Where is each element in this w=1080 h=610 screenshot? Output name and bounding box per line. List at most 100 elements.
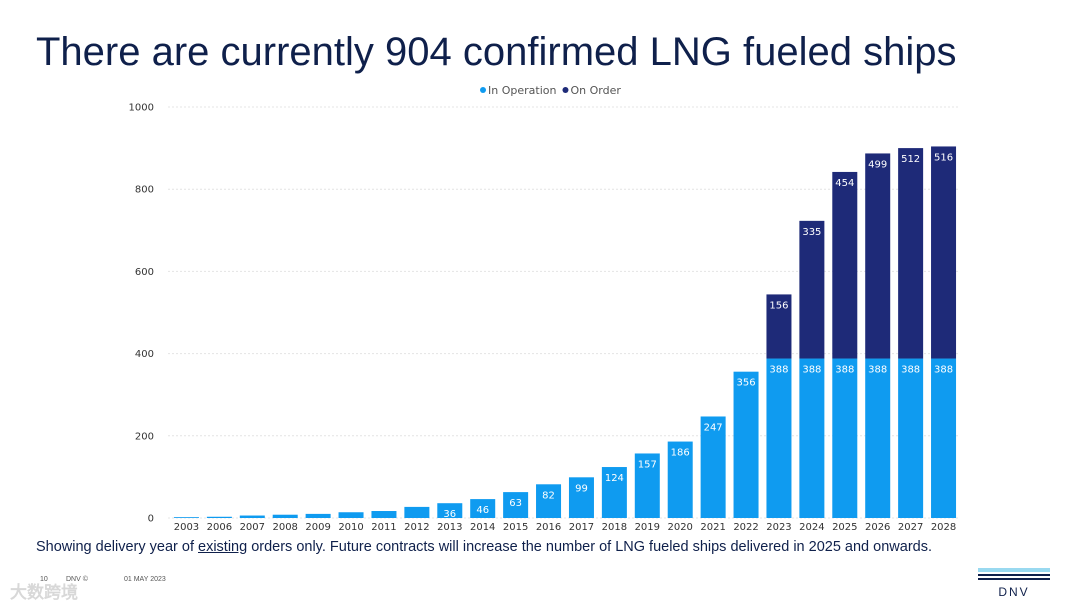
bar-value-label: 63 <box>509 498 522 509</box>
x-tick-label: 2011 <box>371 522 396 533</box>
caption-text-start: Showing delivery year of <box>36 539 198 555</box>
bar-in-operation-2028 <box>931 358 957 518</box>
x-tick-label: 2013 <box>437 522 462 533</box>
bar-in-operation-2012 <box>404 506 430 518</box>
legend-marker <box>480 87 486 93</box>
bar-in-operation-2022 <box>733 371 759 518</box>
bar-in-operation-2027 <box>898 358 924 518</box>
bar-value-label: 499 <box>868 159 887 170</box>
x-tick-label: 2010 <box>338 522 363 533</box>
bar-in-operation-2013 <box>437 503 463 518</box>
bar-on-order-2027 <box>898 148 924 359</box>
bar-in-operation-2011 <box>371 511 397 518</box>
bar-value-label: 512 <box>901 154 920 165</box>
x-tick-label: 2022 <box>733 522 758 533</box>
x-tick-label: 2018 <box>602 522 627 533</box>
x-tick-label: 2017 <box>569 522 594 533</box>
bar-value-label: 335 <box>802 227 821 238</box>
x-tick-label: 2023 <box>766 522 791 533</box>
bar-value-label: 516 <box>934 152 953 163</box>
watermark-logo: 大数跨境 <box>10 578 78 603</box>
bar-value-label: 36 <box>443 509 456 520</box>
bar-value-label: 82 <box>542 490 555 501</box>
y-tick-label: 1000 <box>129 103 154 114</box>
x-tick-label: 2025 <box>832 522 857 533</box>
watermark-text: 大数跨境 <box>10 583 78 603</box>
logo-stripe-dark <box>978 574 1050 576</box>
bar-in-operation-2008 <box>272 514 298 518</box>
bar-value-label: 124 <box>605 473 624 484</box>
bar-on-order-2023 <box>766 294 792 359</box>
bar-in-operation-2007 <box>239 515 265 518</box>
y-tick-label: 200 <box>135 431 154 442</box>
x-tick-label: 2014 <box>470 522 495 533</box>
x-tick-label: 2003 <box>174 522 199 533</box>
x-tick-label: 2008 <box>272 522 297 533</box>
y-tick-label: 600 <box>135 267 154 278</box>
y-tick-label: 400 <box>135 349 154 360</box>
x-axis: 2003 2006 2007 2008 2009 2010 2011 2012 2013 2014… <box>174 522 957 533</box>
bar-in-operation-2020 <box>667 441 693 518</box>
bar-value-label: 356 <box>736 378 755 389</box>
x-tick-label: 2024 <box>799 522 824 533</box>
legend-label: On Order <box>570 84 621 97</box>
bar-value-label: 46 <box>476 505 489 516</box>
footer-date: 01 MAY 2023 <box>124 576 166 583</box>
x-tick-label: 2007 <box>240 522 265 533</box>
bar-in-operation-2010 <box>338 512 364 518</box>
bar-value-label: 156 <box>769 300 788 311</box>
bar-value-label: 186 <box>671 448 690 459</box>
logo-stripe-light <box>978 568 1050 572</box>
bar-in-operation-2018 <box>601 467 627 518</box>
caption-text-end: orders only. Future contracts will incre… <box>247 539 932 555</box>
logo-text: DNV <box>998 585 1030 599</box>
bar-in-operation-2024 <box>799 358 825 518</box>
bar-in-operation-2023 <box>766 358 792 518</box>
bar-value-label: 388 <box>769 365 788 376</box>
chart-caption: Showing delivery year of existing orders… <box>36 539 932 555</box>
bar-value-label: 454 <box>835 178 854 189</box>
bar-in-operation-2017 <box>568 477 594 518</box>
x-tick-label: 2020 <box>667 522 692 533</box>
x-tick-label: 2027 <box>898 522 923 533</box>
bar-on-order-2024 <box>799 220 825 359</box>
x-tick-label: 2021 <box>700 522 725 533</box>
bar-in-operation-2009 <box>305 513 331 518</box>
legend-label: In Operation <box>488 84 556 97</box>
dnv-logo: DNV <box>978 566 1052 600</box>
bar-value-label: 388 <box>802 365 821 376</box>
bar-in-operation-2019 <box>634 453 660 518</box>
legend-marker <box>562 87 569 93</box>
chart-legend: In Operation On Order <box>480 84 621 97</box>
chart-bars: 36 46 63 82 99 124 157 186 247 356 388 156 388 335 388… <box>173 146 957 520</box>
bar-in-operation-2003 <box>173 517 199 518</box>
x-tick-label: 2016 <box>536 522 561 533</box>
stacked-bar-chart: In Operation On Order 0 200 400 600 800 1000 3… <box>129 84 960 533</box>
footer-page-number: 10 <box>40 576 48 583</box>
bar-value-label: 388 <box>901 365 920 376</box>
x-tick-label: 2009 <box>305 522 330 533</box>
bar-in-operation-2016 <box>536 484 562 518</box>
bar-value-label: 99 <box>575 483 588 494</box>
y-tick-label: 0 <box>148 514 154 525</box>
x-tick-label: 2019 <box>635 522 660 533</box>
footer-org: DNV © <box>66 576 88 583</box>
bar-value-label: 157 <box>638 459 657 470</box>
x-tick-label: 2012 <box>404 522 429 533</box>
logo-stripe-thin <box>978 578 1050 580</box>
y-tick-label: 800 <box>135 185 154 196</box>
bar-in-operation-2015 <box>503 492 529 518</box>
bar-in-operation-2026 <box>865 358 891 518</box>
slide-title: There are currently 904 confirmed LNG fu… <box>36 30 957 74</box>
bar-in-operation-2021 <box>700 416 726 518</box>
bar-value-label: 388 <box>835 365 854 376</box>
x-tick-label: 2015 <box>503 522 528 533</box>
y-axis: 0 200 400 600 800 1000 <box>129 103 154 525</box>
bar-value-label: 388 <box>934 365 953 376</box>
bar-value-label: 247 <box>704 422 723 433</box>
x-tick-label: 2026 <box>865 522 890 533</box>
bar-in-operation-2025 <box>832 358 858 518</box>
caption-underlined-word: existing <box>198 539 248 555</box>
bar-in-operation-2014 <box>470 499 496 518</box>
bar-on-order-2025 <box>832 171 858 359</box>
